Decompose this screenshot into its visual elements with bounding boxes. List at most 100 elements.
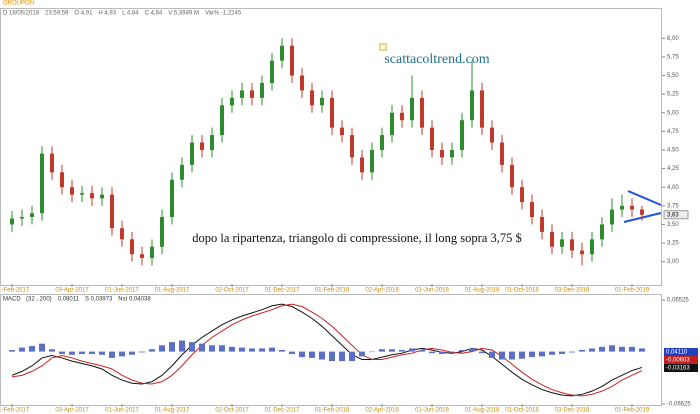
y-tick-label: 4,75: [667, 129, 679, 135]
header-field: D 18/05/2018: [3, 11, 40, 17]
candle-body: [10, 218, 14, 225]
candle-body: [120, 228, 124, 240]
candle-body: [530, 202, 534, 217]
candle-body: [240, 90, 244, 98]
right-box-label: -0,03163: [666, 366, 690, 372]
histogram-bar: [299, 351, 305, 358]
candle-body: [20, 216, 24, 219]
right-box-label: -0,00603: [666, 358, 690, 364]
histogram-bar: [199, 343, 205, 352]
last-price-label: 3,63: [667, 212, 679, 218]
y-tick-label: 4,50: [667, 148, 679, 154]
header-field: L 4,84: [122, 11, 139, 17]
candle-body: [350, 135, 354, 158]
histogram-bar: [339, 351, 345, 362]
y-tick-label: 6,00: [667, 36, 679, 42]
histogram-bar: [399, 350, 405, 352]
candle-body: [160, 216, 164, 247]
header-field: 0,08011: [58, 297, 80, 303]
histogram-bar: [109, 351, 115, 358]
x-tick-label: 01-Feb-2017: [0, 408, 30, 414]
x-tick-label: 01-Aug-2018: [465, 408, 500, 414]
y-tick-label: 3,75: [667, 203, 679, 209]
histogram-bar: [249, 348, 255, 352]
y-tick-label: 3,00: [667, 259, 679, 265]
candle-body: [550, 231, 554, 247]
histogram-bar: [219, 345, 225, 352]
candle-body: [310, 90, 314, 106]
right-box-label: 0,04110: [666, 350, 688, 356]
histogram-bar: [259, 348, 265, 352]
histogram-bar: [379, 349, 385, 352]
histogram-bar: [629, 346, 635, 352]
x-tick-label: 02-Oct-2017: [215, 288, 249, 294]
y-tick-label: -0,06625: [667, 402, 691, 408]
candle-body: [450, 149, 454, 158]
candle-body: [100, 194, 104, 199]
candle-body: [70, 187, 74, 195]
histogram-bar: [579, 350, 585, 352]
x-tick-label: 03-Dec-2018: [555, 288, 590, 294]
histogram-bar: [569, 351, 575, 353]
y-tick-label: 5,25: [667, 92, 679, 98]
candle-body: [220, 105, 224, 136]
marker-square: [379, 43, 387, 51]
y-tick-label: 5,75: [667, 54, 679, 60]
histogram-bar: [79, 351, 85, 354]
x-tick-label: 01-Feb-2019: [615, 288, 650, 294]
histogram-bar: [149, 349, 155, 352]
candle-body: [90, 193, 94, 199]
x-tick-label: 01-Feb-2019: [615, 408, 650, 414]
histogram-bar: [499, 351, 505, 360]
candle-body: [110, 194, 114, 229]
candle-body: [580, 250, 584, 255]
histogram-bar: [209, 345, 215, 352]
candle-body: [250, 90, 254, 98]
candle-body: [540, 216, 544, 232]
y-tick-label: 4,00: [667, 185, 679, 191]
histogram-bar: [9, 350, 15, 352]
header-field: Nst 0,04038: [118, 297, 151, 303]
histogram-bar: [169, 342, 175, 352]
macd-title: MACD: [3, 297, 21, 303]
candle-body: [600, 224, 604, 240]
candle-body: [320, 97, 324, 106]
candle-body: [230, 97, 234, 106]
candle-body: [210, 135, 214, 150]
y-tick-label: 3,25: [667, 241, 679, 247]
x-tick-label: 01-Feb-2017: [0, 288, 30, 294]
histogram-bar: [179, 340, 185, 352]
histogram-bar: [419, 350, 425, 352]
candle-body: [640, 209, 644, 215]
candle-body: [510, 164, 514, 188]
right-box: [664, 348, 698, 356]
candle-body: [570, 239, 574, 251]
candle-body: [130, 239, 134, 255]
y-tick-label: 5,50: [667, 73, 679, 79]
candle-body: [340, 127, 344, 136]
x-tick-label: 01-Jun-2017: [105, 288, 139, 294]
candle-body: [170, 179, 174, 217]
right-box: [664, 356, 698, 364]
candle-body: [200, 142, 204, 150]
y-tick-label: 3,50: [667, 222, 679, 228]
y-tick-label: 4,25: [667, 166, 679, 172]
histogram-bar: [269, 347, 275, 352]
candle-body: [590, 239, 594, 255]
candle-body: [370, 149, 374, 173]
histogram-bar: [39, 343, 45, 352]
candle-body: [270, 60, 274, 83]
candle-body: [290, 45, 294, 76]
triangle-upper: [627, 190, 662, 206]
x-tick-label: 01-Jun-2018: [415, 408, 449, 414]
candle-body: [280, 45, 284, 61]
candle-body: [620, 205, 624, 210]
header-field: S 0,03973: [85, 297, 113, 303]
x-tick-label: 01-Oct-2018: [505, 408, 539, 414]
candle-body: [460, 120, 464, 150]
candle-body: [260, 82, 264, 98]
candle-body: [40, 153, 44, 214]
candle-body: [300, 75, 304, 91]
histogram-bar: [129, 351, 135, 355]
